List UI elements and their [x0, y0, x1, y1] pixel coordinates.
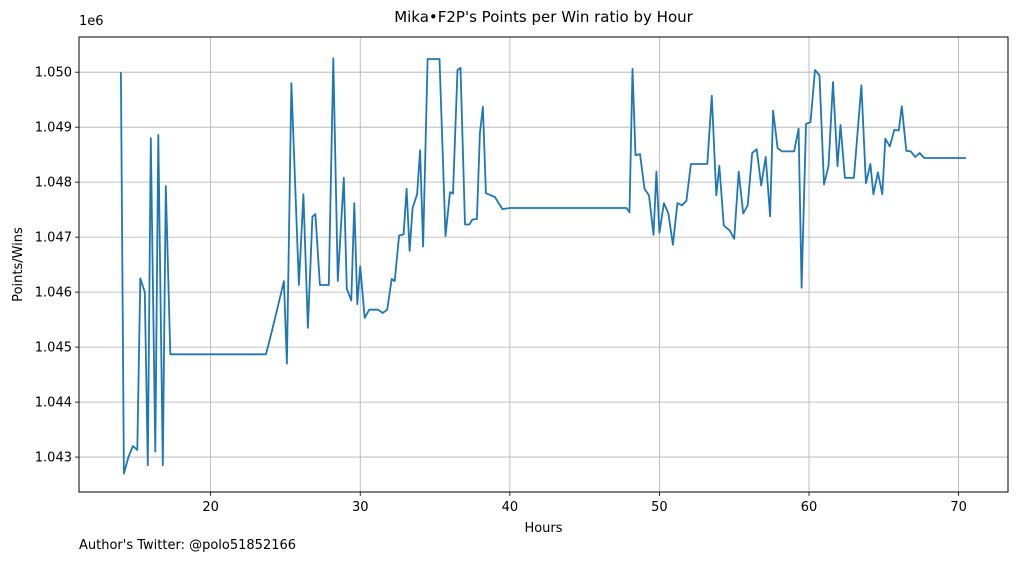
y-tick-label: 1.046: [35, 286, 72, 301]
x-tick-label: 70: [950, 500, 967, 515]
plot-frame: [78, 36, 1009, 493]
ticks: 20 30 40 50 60 70 1.043 1.044 1.045 1.046 1.047 1.0…: [35, 66, 967, 515]
y-axis-label: Points/Wins: [11, 227, 26, 302]
author-credit: Author's Twitter: @polo51852166: [79, 538, 297, 553]
series-line: [120, 57, 967, 475]
y-tick-label: 1.044: [35, 396, 72, 411]
y-tick-label: 1.047: [35, 231, 72, 246]
x-axis-label: Hours: [524, 521, 562, 536]
chart-title: Mika•F2P's Points per Win ratio by Hour: [394, 8, 693, 26]
x-tick-label: 20: [202, 500, 219, 515]
series-group: [120, 57, 967, 475]
y-axis-offset-text: 1e6: [79, 14, 104, 29]
y-tick-label: 1.045: [35, 341, 72, 356]
x-tick-label: 50: [651, 500, 668, 515]
x-tick-label: 60: [801, 500, 818, 515]
y-tick-label: 1.050: [35, 66, 72, 81]
y-tick-label: 1.048: [35, 176, 72, 191]
x-tick-label: 30: [352, 500, 369, 515]
x-tick-label: 40: [502, 500, 519, 515]
grid: [79, 37, 1008, 492]
y-tick-label: 1.049: [35, 121, 72, 136]
y-tick-label: 1.043: [35, 451, 72, 466]
